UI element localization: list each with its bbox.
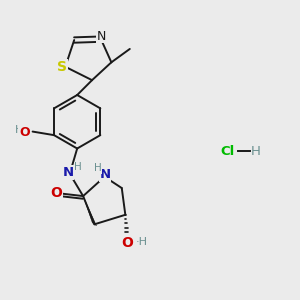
Text: O: O	[122, 236, 133, 250]
Text: H: H	[250, 145, 260, 158]
Text: O: O	[50, 186, 62, 200]
Polygon shape	[83, 196, 97, 226]
Text: ·H: ·H	[136, 237, 148, 247]
Text: N: N	[96, 30, 106, 43]
Text: S: S	[57, 60, 67, 74]
Text: H: H	[94, 164, 101, 173]
Text: O: O	[19, 126, 30, 139]
Text: Cl: Cl	[220, 145, 234, 158]
Text: N: N	[100, 169, 111, 182]
Text: H: H	[15, 125, 24, 135]
Text: N: N	[62, 166, 74, 179]
Text: H: H	[74, 162, 82, 172]
